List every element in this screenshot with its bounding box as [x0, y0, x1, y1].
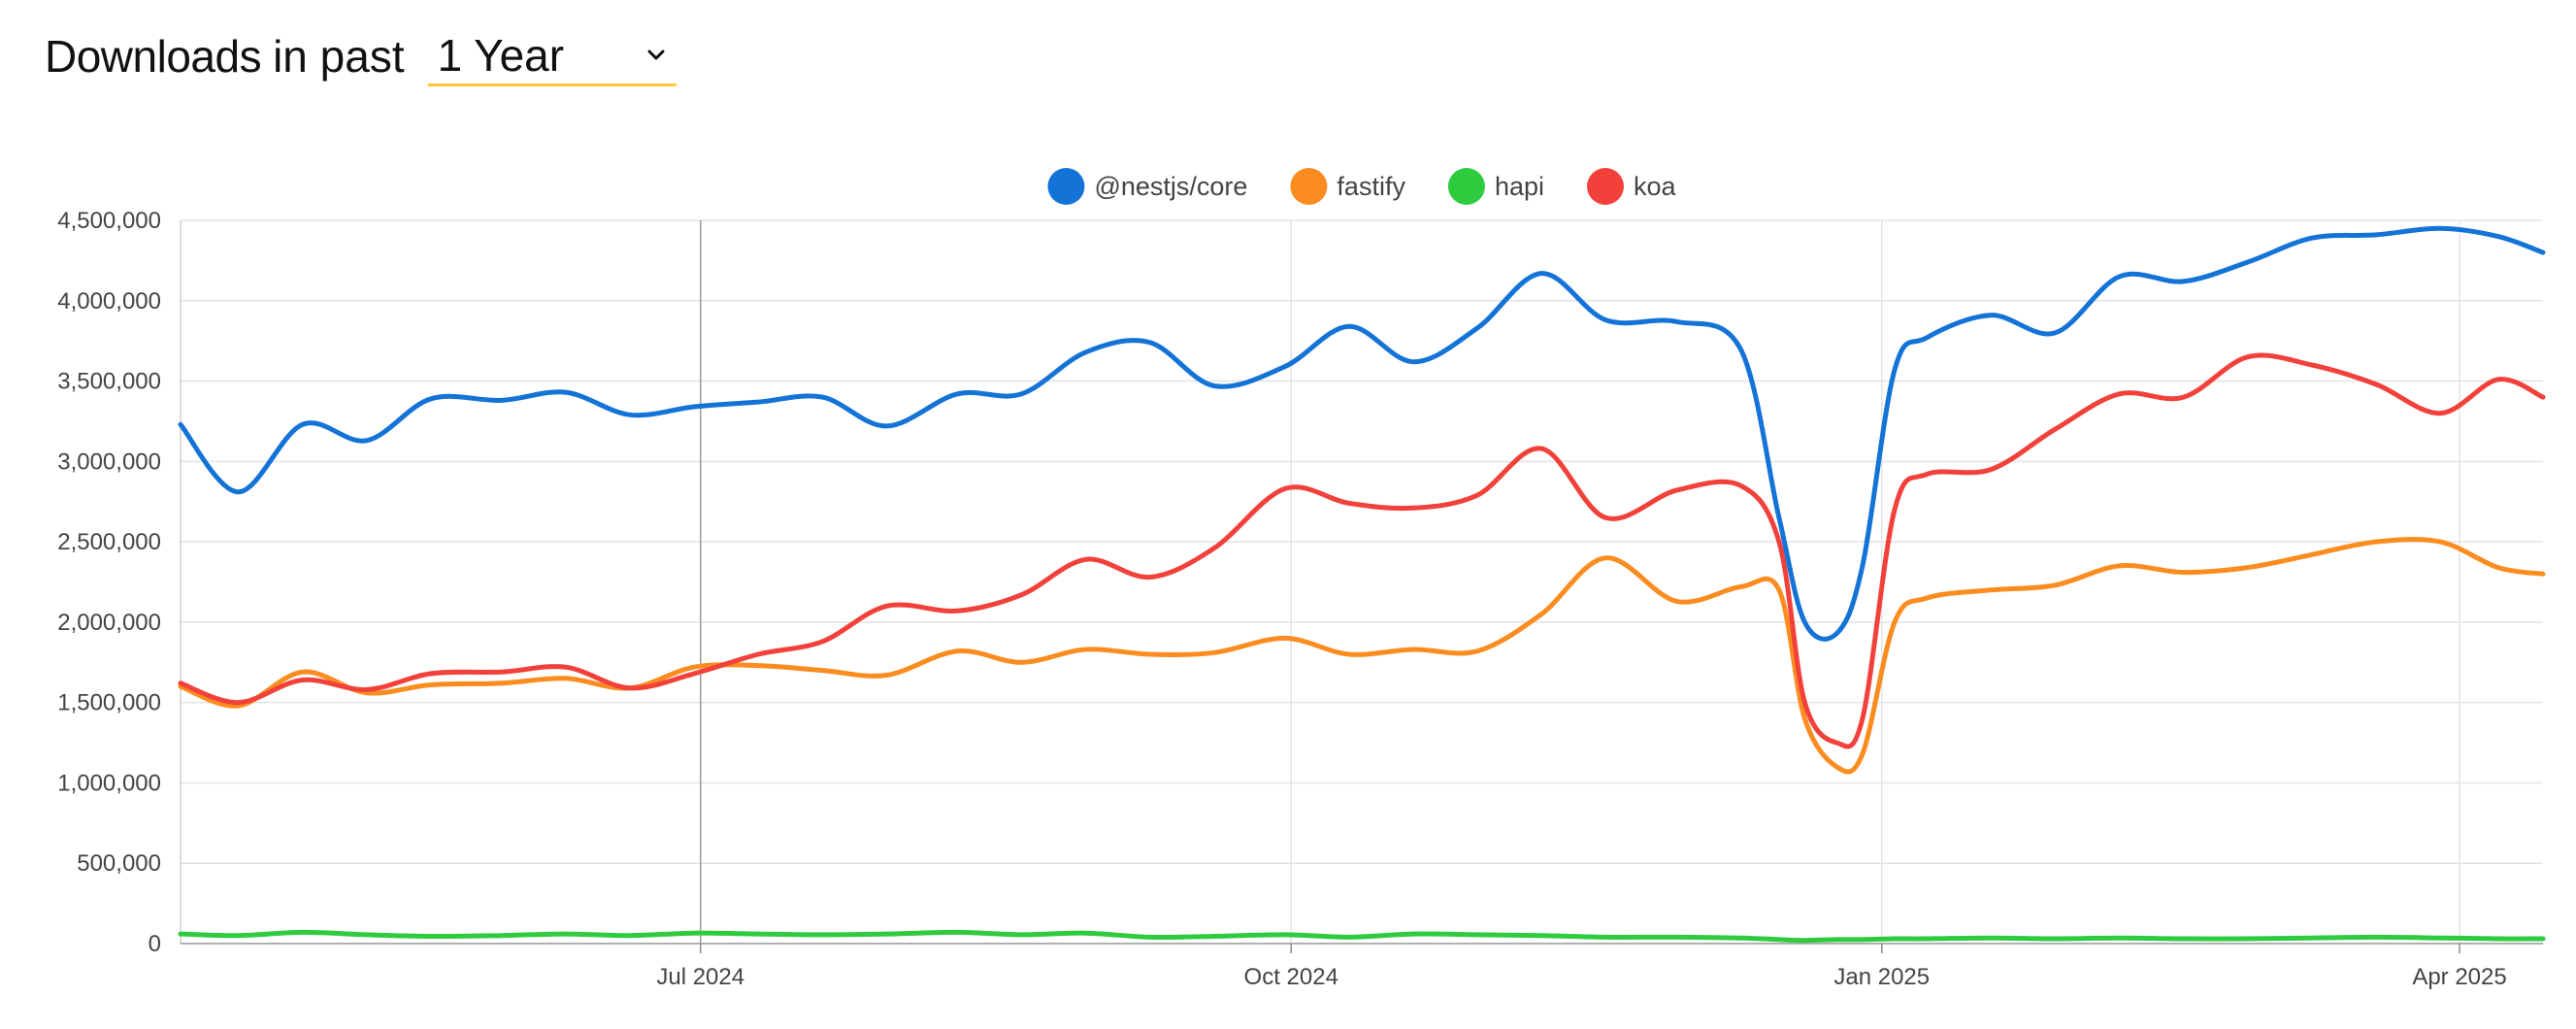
y-tick-label: 500,000 — [77, 850, 161, 877]
title-suffix: in past — [273, 31, 405, 82]
period-selected-value: 1 Year — [437, 29, 565, 81]
y-tick-label: 4,500,000 — [57, 208, 161, 234]
y-tick-label: 0 — [149, 931, 161, 957]
legend-swatch-nestjs-core[interactable] — [1047, 168, 1085, 205]
legend-label-koa[interactable]: koa — [1634, 172, 1677, 201]
y-tick-label: 4,000,000 — [57, 288, 161, 315]
y-tick-label: 1,500,000 — [57, 690, 161, 716]
period-dropdown[interactable]: 1 Year — [427, 26, 677, 86]
legend-swatch-koa[interactable] — [1586, 168, 1624, 205]
y-tick-label: 1,000,000 — [57, 770, 161, 796]
legend-swatch-fastify[interactable] — [1290, 168, 1328, 205]
downloads-header: Downloads in past 1 Year — [45, 17, 677, 95]
legend-label-nestjs-core[interactable]: @nestjs/core — [1094, 172, 1247, 201]
y-tick-label: 2,000,000 — [57, 610, 161, 636]
series-line-hapi — [178, 929, 2546, 944]
x-tick-label: Apr 2025 — [2412, 964, 2506, 990]
y-tick-label: 2,500,000 — [57, 529, 161, 555]
series-line-nestjs-core — [178, 225, 2546, 642]
legend-label-fastify[interactable]: fastify — [1337, 172, 1405, 201]
chevron-down-icon — [645, 45, 667, 66]
y-tick-label: 3,500,000 — [57, 369, 161, 395]
x-tick-label: Oct 2024 — [1244, 964, 1338, 990]
x-tick-label: Jul 2024 — [656, 964, 744, 990]
page-title: Downloads — [45, 31, 262, 82]
series-line-koa — [178, 352, 2546, 749]
y-tick-label: 3,000,000 — [57, 448, 161, 475]
legend-swatch-hapi[interactable] — [1447, 168, 1485, 205]
x-tick-label: Jan 2025 — [1833, 964, 1930, 990]
legend-label-hapi[interactable]: hapi — [1495, 172, 1544, 201]
series-line-fastify — [178, 537, 2546, 775]
